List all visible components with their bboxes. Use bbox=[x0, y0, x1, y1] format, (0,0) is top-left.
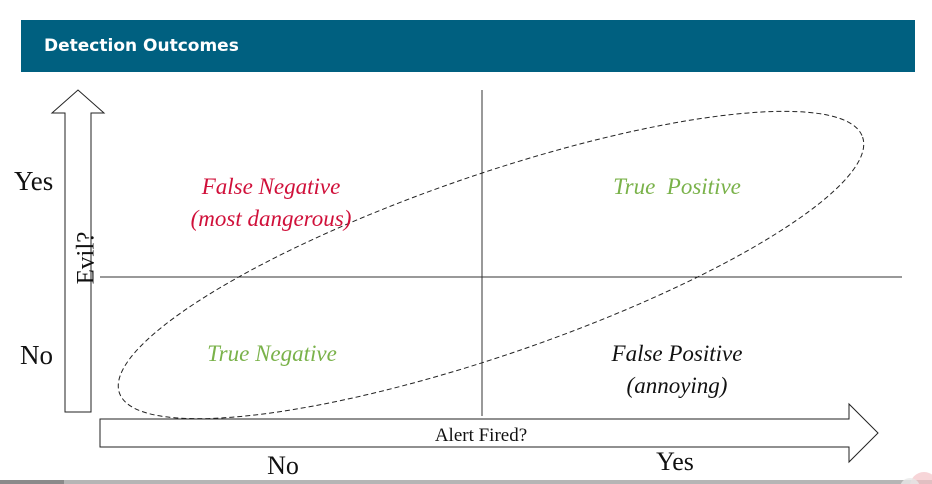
x-no-label: No bbox=[267, 451, 299, 480]
true-negative-title: True Negative bbox=[207, 341, 337, 366]
x-axis-label: Alert Fired? bbox=[435, 425, 527, 446]
slide-title: Detection Outcomes bbox=[44, 36, 239, 56]
x-axis-arrow bbox=[99, 402, 879, 464]
y-axis-arrow bbox=[50, 89, 106, 413]
footer-strip-light bbox=[64, 480, 932, 484]
false-positive-note: (annoying) bbox=[627, 373, 728, 398]
true-positive-title: True Positive bbox=[613, 174, 741, 199]
correct-outcomes-ellipse bbox=[117, 110, 865, 420]
false-negative-title: False Negative bbox=[201, 174, 341, 199]
title-bar: Detection Outcomes bbox=[21, 20, 915, 72]
y-axis-label: Evil? bbox=[73, 232, 100, 285]
false-negative-note: (most dangerous) bbox=[191, 206, 352, 231]
y-yes-label: Yes bbox=[14, 166, 53, 196]
logo-icon bbox=[892, 464, 932, 484]
x-yes-label: Yes bbox=[656, 447, 694, 476]
y-no-label: No bbox=[20, 340, 53, 370]
false-positive-title: False Positive bbox=[611, 341, 743, 366]
